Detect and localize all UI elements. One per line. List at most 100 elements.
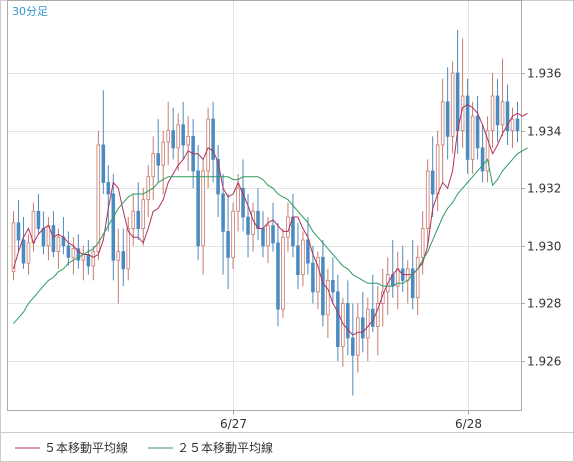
legend-label-ma5: ５本移動平均線: [44, 440, 128, 455]
ma5-line: [13, 104, 528, 336]
candle-body: [106, 182, 111, 195]
plot-frame: [7, 0, 522, 411]
candles: [11, 29, 520, 396]
candle-body: [11, 222, 16, 273]
candle-body: [131, 210, 136, 229]
candle-body: [116, 251, 121, 261]
y-axis-ticks: 1.926 1.928 1.930 1.932 1.934 1.936: [521, 67, 561, 369]
period-label: 30分足: [12, 5, 48, 18]
legend-label-ma25: ２５本移動平均線: [177, 440, 273, 455]
candle-body: [376, 303, 380, 327]
candle-body: [101, 144, 106, 183]
candle-body: [16, 222, 21, 241]
candle-body: [151, 153, 155, 178]
candle-body: [136, 210, 141, 229]
candle-body: [236, 187, 240, 212]
candle-body: [166, 130, 170, 143]
candle-body: [410, 268, 415, 299]
candle-body: [51, 225, 56, 252]
candle-body: [211, 118, 215, 160]
candle-body: [261, 228, 265, 247]
candle-body: [226, 231, 230, 258]
candle-body: [351, 337, 355, 356]
candle-body: [366, 308, 370, 339]
ma25-line: [13, 147, 528, 324]
candle-body: [141, 199, 146, 229]
candle-body: [425, 170, 430, 229]
candle-body: [296, 245, 300, 276]
candle-body: [196, 170, 200, 247]
candle-body: [96, 144, 101, 252]
candle-body: [171, 130, 175, 149]
candle-body: [286, 216, 290, 238]
x-tick-label: 6/27: [220, 417, 247, 431]
candle-body: [41, 228, 46, 247]
candle-body: [361, 317, 365, 339]
candle-body: [306, 239, 310, 264]
y-tick-label: 1.936: [527, 67, 561, 81]
x-tick-label: 6/28: [455, 417, 482, 431]
candle-body: [111, 193, 116, 261]
candle-body: [430, 170, 435, 195]
candle-body: [291, 216, 295, 247]
candle-body: [440, 101, 445, 146]
candle-body: [221, 193, 225, 232]
candle-body: [326, 279, 330, 316]
y-tick-label: 1.928: [527, 297, 561, 311]
candle-body: [91, 251, 96, 267]
candle-body: [316, 256, 320, 293]
candle-body: [206, 118, 210, 172]
candle-body: [271, 225, 275, 244]
candle-body: [415, 256, 420, 299]
candle-body: [470, 115, 475, 160]
y-tick-label: 1.926: [527, 355, 561, 369]
candle-body: [420, 228, 425, 258]
y-tick-label: 1.930: [527, 240, 561, 254]
x-axis-ticks: 6/27 6/28: [220, 410, 482, 431]
candle-body: [181, 124, 185, 146]
candle-body: [36, 210, 41, 229]
candle-body: [246, 216, 250, 235]
candle-body: [336, 291, 340, 348]
y-tick-label: 1.932: [527, 182, 561, 196]
candle-body: [21, 239, 26, 264]
candle-body: [201, 170, 205, 247]
candle-body: [76, 248, 81, 261]
legend: ５本移動平均線 ２５本移動平均線: [15, 440, 273, 455]
candle-body: [156, 153, 160, 166]
candle-body: [301, 239, 305, 276]
candle-body: [450, 72, 455, 137]
candle-body: [495, 95, 500, 126]
candle-body: [31, 210, 36, 244]
candle-body: [311, 262, 315, 293]
y-tick-label: 1.934: [527, 125, 561, 139]
candle-body: [475, 115, 480, 149]
candle-body: [176, 124, 180, 149]
candle-body: [490, 95, 495, 132]
candle-body: [500, 101, 505, 126]
candle-body: [515, 118, 520, 132]
candle-body: [356, 317, 360, 356]
candle-body: [505, 101, 510, 132]
candle-body: [435, 144, 440, 195]
candle-body: [86, 254, 91, 267]
candle-body: [251, 210, 255, 235]
candle-body: [510, 118, 515, 132]
candle-body: [161, 141, 165, 166]
candle-body: [71, 248, 76, 258]
candle-body: [126, 228, 131, 270]
candle-body: [66, 245, 71, 258]
candle-body: [485, 130, 490, 172]
candle-body: [455, 72, 460, 132]
candle-body: [346, 303, 350, 339]
candle-body: [276, 242, 280, 310]
candle-body: [266, 225, 270, 247]
candle-body: [26, 242, 31, 264]
candle-body: [465, 95, 470, 160]
candle-body: [231, 210, 235, 258]
candle-body: [445, 101, 450, 137]
candle-body: [186, 135, 190, 146]
candle-body: [321, 256, 325, 316]
